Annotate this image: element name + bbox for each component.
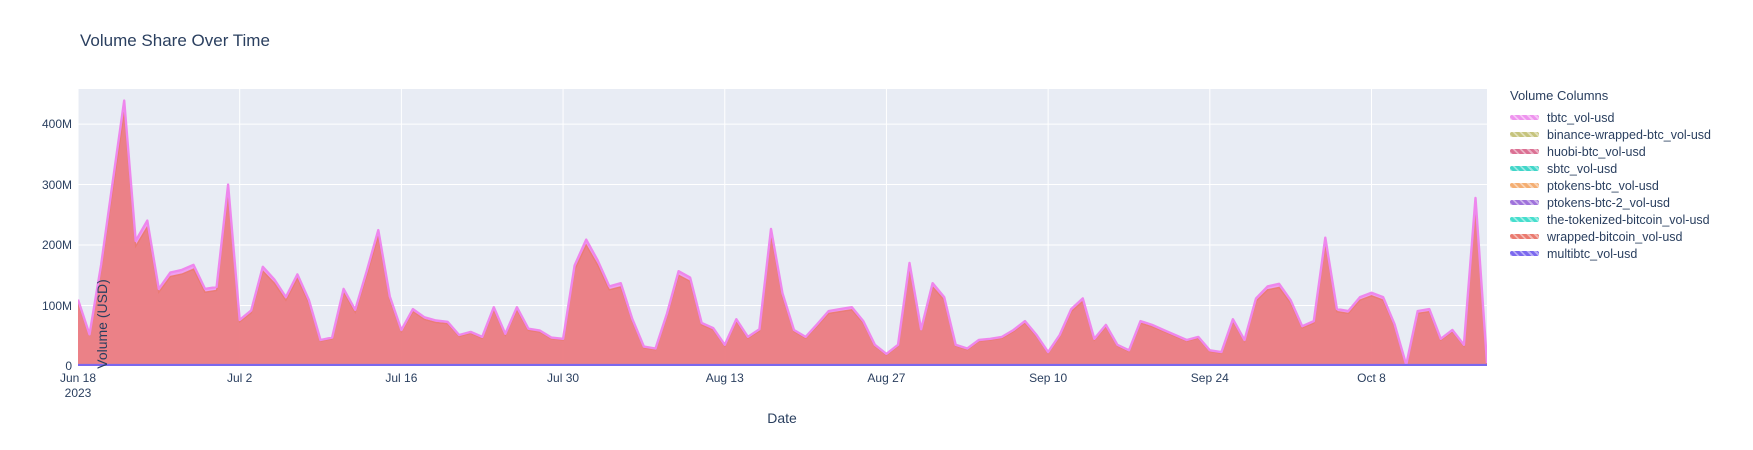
legend-item-huobi-btc-vol-usd[interactable]: huobi-btc_vol-usd xyxy=(1510,143,1753,160)
legend-item-sbtc-vol-usd[interactable]: sbtc_vol-usd xyxy=(1510,160,1753,177)
legend-item-label: binance-wrapped-btc_vol-usd xyxy=(1547,127,1711,142)
y-axis-title: Volume (USD) xyxy=(94,279,110,369)
y-tick-label: 0 xyxy=(65,359,72,373)
x-tick-label: Jul 2 xyxy=(227,371,253,385)
stacked-area-plot[interactable] xyxy=(78,89,1487,366)
legend-item-label: huobi-btc_vol-usd xyxy=(1547,144,1646,159)
legend-swatch-icon xyxy=(1510,149,1539,154)
legend-swatch-icon xyxy=(1510,115,1539,120)
legend: Volume Columns tbtc_vol-usd binance-wrapp… xyxy=(1510,88,1753,262)
wrapped-bitcoin-area xyxy=(78,112,1487,366)
y-tick-label: 200M xyxy=(41,238,72,253)
x-tick-label: Sep 24 xyxy=(1190,371,1229,385)
legend-item-label: tbtc_vol-usd xyxy=(1547,110,1615,125)
legend-item-multibtc-vol-usd[interactable]: multibtc_vol-usd xyxy=(1510,245,1753,262)
legend-item-label: sbtc_vol-usd xyxy=(1547,161,1618,176)
x-tick-label: Jun 18 2023 xyxy=(59,371,97,400)
x-tick-label: Sep 10 xyxy=(1029,371,1068,385)
x-tick-label: Jul 16 xyxy=(385,371,418,385)
legend-swatch-icon xyxy=(1510,166,1539,171)
x-tick-label: Aug 13 xyxy=(705,371,744,385)
legend-item-label: ptokens-btc-2_vol-usd xyxy=(1547,195,1670,210)
legend-swatch-icon xyxy=(1510,217,1539,222)
x-tick-label: Aug 27 xyxy=(867,371,906,385)
legend-item-the-tokenized-bitcoin-vol-usd[interactable]: the-tokenized-bitcoin_vol-usd xyxy=(1510,211,1753,228)
legend-title: Volume Columns xyxy=(1510,88,1609,103)
y-tick-label: 100M xyxy=(41,298,72,313)
x-tick-label: Oct 8 xyxy=(1357,371,1386,385)
legend-item-label: wrapped-bitcoin_vol-usd xyxy=(1547,229,1683,244)
plot-area[interactable]: Volume (USD) xyxy=(78,89,1487,369)
y-tick-label: 300M xyxy=(41,177,72,192)
legend-swatch-icon xyxy=(1510,132,1539,137)
tbtc-line xyxy=(78,99,1487,366)
legend-item-ptokens-btc-vol-usd[interactable]: ptokens-btc_vol-usd xyxy=(1510,177,1753,194)
legend-item-wrapped-bitcoin-vol-usd[interactable]: wrapped-bitcoin_vol-usd xyxy=(1510,228,1753,245)
legend-item-ptokens-btc-2-vol-usd[interactable]: ptokens-btc-2_vol-usd xyxy=(1510,194,1753,211)
legend-swatch-icon xyxy=(1510,234,1539,239)
legend-item-label: ptokens-btc_vol-usd xyxy=(1547,178,1659,193)
x-axis-title: Date xyxy=(767,410,797,426)
chart-title: Volume Share Over Time xyxy=(80,31,270,50)
legend-item-tbtc-vol-usd[interactable]: tbtc_vol-usd xyxy=(1510,109,1753,126)
legend-item-label: multibtc_vol-usd xyxy=(1547,246,1638,261)
legend-swatch-icon xyxy=(1510,251,1539,256)
x-tick-label: Jul 30 xyxy=(547,371,580,385)
legend-swatch-icon xyxy=(1510,183,1539,188)
legend-swatch-icon xyxy=(1510,200,1539,205)
legend-item-binance-wrapped-btc-vol-usd[interactable]: binance-wrapped-btc_vol-usd xyxy=(1510,126,1753,143)
legend-item-label: the-tokenized-bitcoin_vol-usd xyxy=(1547,212,1710,227)
y-tick-label: 400M xyxy=(41,117,72,132)
